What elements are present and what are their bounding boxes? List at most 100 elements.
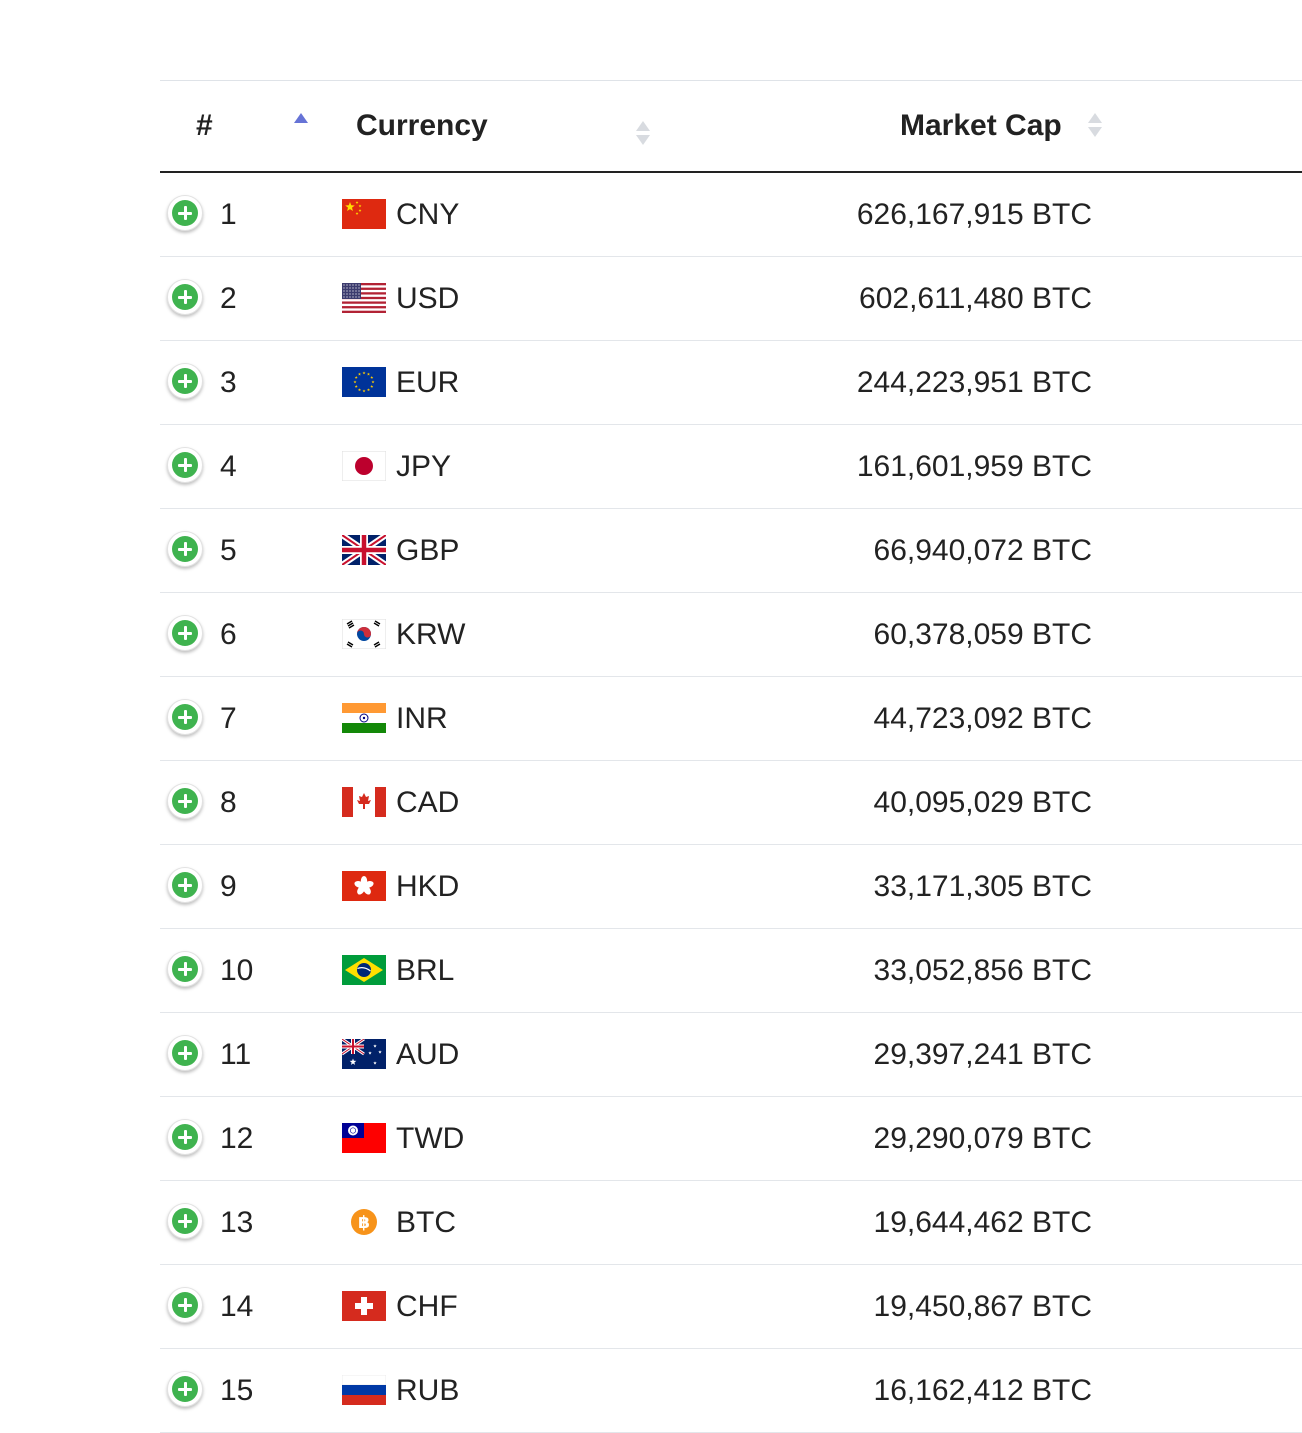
market-cap-cell: 19,644,462 BTC [873,1205,1092,1239]
canada-flag-icon [342,787,386,817]
australia-flag-icon [342,1039,386,1069]
plus-circle-icon [172,956,198,982]
currency-code-link[interactable]: EUR [396,365,460,399]
table-row[interactable]: 15 RUB 16,162,412 BTC [160,1349,1302,1433]
plus-circle-icon [172,1040,198,1066]
sort-icon[interactable] [1088,111,1102,141]
market-cap-cell: 19,450,867 BTC [873,1289,1092,1323]
add-to-watchlist-button[interactable] [167,447,203,483]
table-row[interactable]: 13 ฿ BTC 19,644,462 BTC [160,1181,1302,1265]
table-row[interactable]: 1 CNY 626,167,915 BTC [160,173,1302,257]
market-cap-cell: 244,223,951 BTC [856,365,1092,399]
currency-code-link[interactable]: AUD [396,1037,460,1071]
add-to-watchlist-button[interactable] [167,1371,203,1407]
market-cap-cell: 29,397,241 BTC [873,1037,1092,1071]
add-to-watchlist-button[interactable] [167,531,203,567]
market-cap-cell: 626,167,915 BTC [856,197,1092,231]
russia-flag-icon [342,1375,386,1405]
add-to-watchlist-button[interactable] [167,867,203,903]
table-row[interactable]: 6 KRW 60,378,059 BTC [160,593,1302,677]
market-cap-cell: 40,095,029 BTC [873,785,1092,819]
hong-kong-flag-icon [342,871,386,901]
add-to-watchlist-button[interactable] [167,363,203,399]
table-row[interactable]: 12 TWD 29,290,079 BTC [160,1097,1302,1181]
brazil-flag-icon [342,955,386,985]
currency-code-link[interactable]: CNY [396,197,460,231]
table-row[interactable]: 3 EUR 244,223,951 BTC [160,341,1302,425]
rank-cell: 5 [220,533,237,567]
market-cap-cell: 66,940,072 BTC [873,533,1092,567]
plus-circle-icon [172,284,198,310]
rank-cell: 10 [220,953,254,987]
eu-flag-icon [342,367,386,397]
currency-code-link[interactable]: USD [396,281,460,315]
currency-code-link[interactable]: JPY [396,449,452,483]
add-to-watchlist-button[interactable] [167,195,203,231]
add-to-watchlist-button[interactable] [167,1035,203,1071]
market-cap-cell: 33,171,305 BTC [873,869,1092,903]
table-row[interactable]: 2 USD 602,611,480 BTC [160,257,1302,341]
currency-code-link[interactable]: GBP [396,533,460,567]
add-to-watchlist-button[interactable] [167,783,203,819]
add-to-watchlist-button[interactable] [167,279,203,315]
rank-cell: 2 [220,281,237,315]
currency-code-link[interactable]: BRL [396,953,455,987]
currency-code-link[interactable]: INR [396,701,448,735]
table-row[interactable]: 7 INR 44,723,092 BTC [160,677,1302,761]
plus-circle-icon [172,704,198,730]
currency-code-link[interactable]: TWD [396,1121,465,1155]
add-to-watchlist-button[interactable] [167,1287,203,1323]
add-to-watchlist-button[interactable] [167,615,203,651]
sort-ascending-icon[interactable] [294,111,308,141]
currency-code-link[interactable]: KRW [396,617,466,651]
india-flag-icon [342,703,386,733]
column-header-rank[interactable]: # [196,109,213,142]
currency-code-link[interactable]: BTC [396,1205,456,1239]
table-row[interactable]: 14 CHF 19,450,867 BTC [160,1265,1302,1349]
sort-icon[interactable] [636,119,650,149]
plus-circle-icon [172,872,198,898]
rank-cell: 6 [220,617,237,651]
rank-cell: 11 [220,1037,252,1071]
china-flag-icon [342,199,386,229]
japan-flag-icon [342,451,386,481]
rank-cell: 13 [220,1205,254,1239]
plus-circle-icon [172,452,198,478]
table-row[interactable]: 9 HKD 33,171,305 BTC [160,845,1302,929]
table-header: # Currency Market Cap [160,81,1302,173]
plus-circle-icon [172,536,198,562]
rank-cell: 8 [220,785,237,819]
currency-code-link[interactable]: HKD [396,869,460,903]
add-to-watchlist-button[interactable] [167,699,203,735]
usa-flag-icon [342,283,386,313]
plus-circle-icon [172,788,198,814]
market-cap-cell: 33,052,856 BTC [873,953,1092,987]
rank-cell: 1 [220,197,237,231]
rank-cell: 3 [220,365,237,399]
table-row[interactable]: 5 GBP 66,940,072 BTC [160,509,1302,593]
switzerland-flag-icon [342,1291,386,1321]
plus-circle-icon [172,1376,198,1402]
table-row[interactable]: 8 CAD 40,095,029 BTC [160,761,1302,845]
south-korea-flag-icon [342,619,386,649]
uk-flag-icon [342,535,386,565]
add-to-watchlist-button[interactable] [167,1203,203,1239]
column-header-market-cap[interactable]: Market Cap [900,109,1062,142]
plus-circle-icon [172,368,198,394]
column-header-currency[interactable]: Currency [356,109,488,142]
table-body: 1 CNY 626,167,915 BTC 2 USD 602,611,480 BTC 3 E… [160,173,1302,1433]
add-to-watchlist-button[interactable] [167,1119,203,1155]
table-row[interactable]: 10 BRL 33,052,856 BTC [160,929,1302,1013]
table-row[interactable]: 11 AUD 29,397,241 BTC [160,1013,1302,1097]
plus-circle-icon [172,1292,198,1318]
plus-circle-icon [172,1124,198,1150]
currency-code-link[interactable]: CHF [396,1289,458,1323]
rank-cell: 7 [220,701,237,735]
currency-code-link[interactable]: RUB [396,1373,460,1407]
table-row[interactable]: 4 JPY 161,601,959 BTC [160,425,1302,509]
rank-cell: 9 [220,869,237,903]
rank-cell: 4 [220,449,237,483]
market-cap-cell: 60,378,059 BTC [873,617,1092,651]
add-to-watchlist-button[interactable] [167,951,203,987]
currency-code-link[interactable]: CAD [396,785,460,819]
